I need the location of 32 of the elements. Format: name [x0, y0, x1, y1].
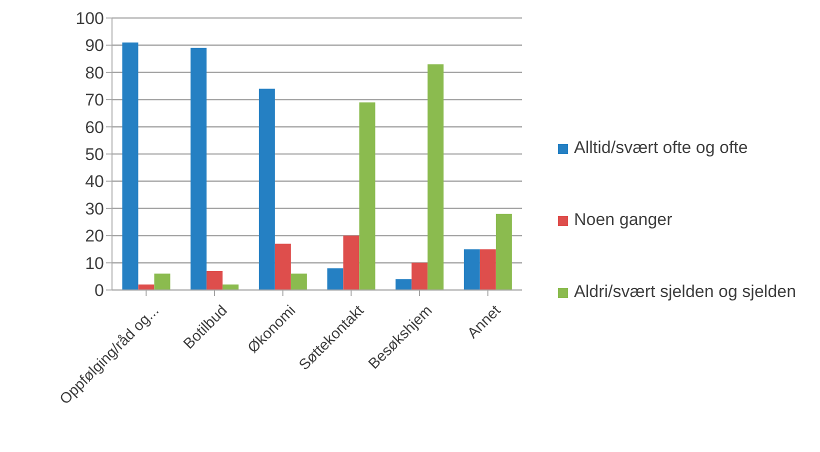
y-tick-label: 10: [85, 254, 104, 273]
y-tick-label: 80: [85, 63, 104, 82]
bar: [290, 274, 307, 290]
bar: [122, 42, 138, 290]
legend-label: Noen ganger: [574, 210, 672, 230]
legend-label: Alltid/svært ofte og ofte: [574, 138, 748, 158]
bar: [190, 48, 207, 290]
bar: [480, 249, 496, 290]
y-tick-label: 60: [85, 118, 104, 137]
y-tick-label: 30: [85, 199, 104, 218]
y-tick-label: 90: [85, 36, 104, 56]
bar: [464, 249, 480, 290]
bar: [206, 270, 223, 290]
y-tick-label: 20: [85, 226, 104, 246]
bar: [396, 279, 412, 290]
y-tick-label: 70: [85, 90, 104, 110]
bar: [274, 244, 291, 290]
bar: [154, 274, 170, 290]
bar: [258, 88, 275, 290]
bar: [222, 284, 239, 290]
bar: [327, 268, 344, 290]
bar: [496, 214, 512, 290]
y-tick-label: 50: [85, 145, 104, 164]
y-tick-label: 40: [85, 172, 104, 192]
bar: [428, 64, 444, 290]
bar: [412, 262, 428, 290]
bar: [138, 284, 154, 290]
bar: [343, 236, 360, 290]
legend-label: Aldri/svært sjelden og sjelden: [574, 282, 796, 302]
y-tick-label: 100: [76, 9, 104, 28]
y-tick-label: 0: [94, 281, 104, 300]
bar: [359, 102, 376, 290]
